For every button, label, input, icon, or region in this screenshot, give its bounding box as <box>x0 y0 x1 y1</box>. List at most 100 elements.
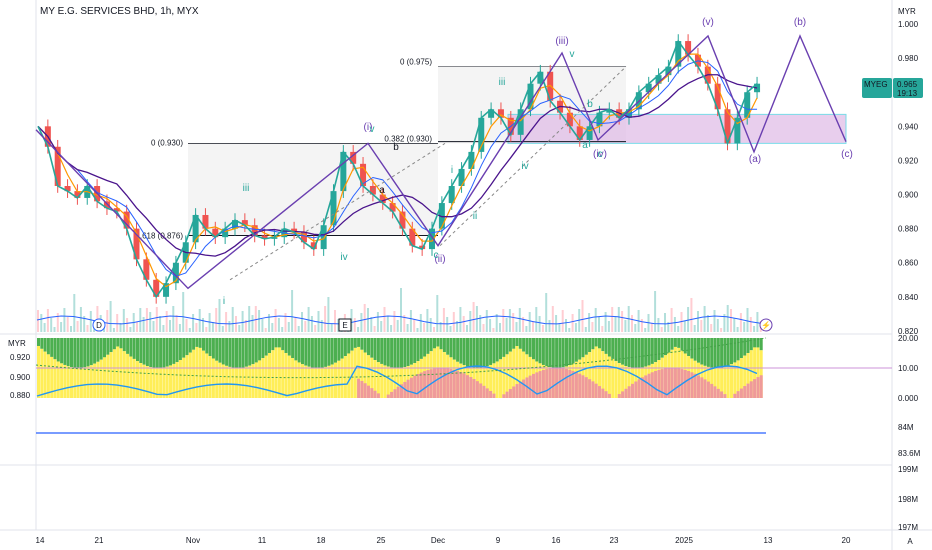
volume-bar <box>614 316 617 332</box>
osc-bar <box>723 366 727 398</box>
osc-bar <box>268 338 271 354</box>
osc-bar <box>644 338 648 367</box>
osc-bar <box>380 363 384 398</box>
x-tick-label: 13 <box>764 536 773 545</box>
volume-bar <box>155 307 158 332</box>
osc-bar <box>251 338 255 365</box>
osc-bar <box>192 338 196 350</box>
osc-bar <box>492 363 496 398</box>
osc-bar <box>584 354 588 398</box>
volume-bar <box>664 313 666 332</box>
osc-bar <box>574 372 578 398</box>
corner-label: A <box>907 537 913 546</box>
osc-bar <box>670 368 674 398</box>
volume-bar <box>720 328 723 332</box>
volume-bar <box>413 319 416 332</box>
osc-bar <box>584 338 588 355</box>
volume-bar <box>261 319 264 332</box>
volume-bar <box>436 295 439 332</box>
volume-bar <box>753 326 756 332</box>
osc-bar <box>532 338 535 360</box>
candle-body <box>409 228 416 246</box>
volume-bar <box>337 319 340 332</box>
osc-bar <box>753 338 757 348</box>
osc-bar <box>126 353 130 398</box>
volume-bar <box>46 309 49 332</box>
candle-body <box>389 203 396 212</box>
osc-bar <box>730 364 733 398</box>
candle-body <box>310 242 317 250</box>
candle-body <box>241 220 248 226</box>
candle-body <box>360 163 367 186</box>
osc-bar <box>739 358 743 398</box>
pane3-tick: 83.6M <box>898 449 921 458</box>
osc-bar <box>231 367 235 398</box>
candle-body <box>133 228 140 260</box>
volume-bar <box>165 311 168 332</box>
osc-bar <box>83 367 87 398</box>
osc-bar <box>152 338 156 368</box>
osc-bar <box>409 377 413 398</box>
osc-bar <box>205 353 209 398</box>
osc-bar <box>756 347 760 398</box>
volume-bar <box>416 328 419 332</box>
osc-bar <box>502 338 506 357</box>
volume-ma <box>36 315 764 325</box>
osc-bar <box>495 361 499 398</box>
osc-bar <box>439 338 443 350</box>
osc-left-tick: 0.900 <box>10 373 31 382</box>
osc-bar <box>541 338 545 365</box>
osc-bar <box>353 347 357 398</box>
volume-bar <box>538 316 541 332</box>
volume-bar <box>244 320 247 332</box>
osc-bar <box>449 368 453 398</box>
wave-label: iv <box>521 161 528 172</box>
osc-bar <box>548 368 552 398</box>
osc-bar <box>489 390 493 398</box>
osc-bar <box>746 338 750 354</box>
candle-body <box>291 228 298 233</box>
candle-body <box>54 146 61 186</box>
candle-body <box>330 191 337 226</box>
osc-bar <box>287 338 291 356</box>
volume-bar <box>89 311 92 332</box>
volume-bar <box>439 322 442 332</box>
osc-bar <box>337 360 341 398</box>
osc-tick: 0.000 <box>898 394 919 403</box>
osc-bar <box>515 346 519 398</box>
osc-bar <box>218 338 222 363</box>
osc-bar <box>664 368 667 398</box>
osc-bar <box>274 347 278 398</box>
volume-bar <box>162 325 165 332</box>
volume-bar <box>505 318 508 332</box>
osc-bar <box>601 351 605 398</box>
volume-bar <box>215 308 218 332</box>
candle-body <box>645 83 652 93</box>
volume-bar <box>565 319 567 332</box>
volume-bar <box>386 316 389 332</box>
osc-bar <box>475 381 479 398</box>
osc-bar <box>291 338 295 359</box>
osc-bar <box>759 375 763 398</box>
volume-bar <box>86 325 89 332</box>
osc-bar <box>660 369 664 398</box>
x-tick-label: 25 <box>377 536 386 545</box>
volume-bar <box>37 310 39 332</box>
osc-bar <box>726 338 730 366</box>
osc-bar <box>324 338 328 367</box>
volume-bar <box>314 325 317 332</box>
volume-bar <box>185 319 188 332</box>
volume-bar <box>469 311 472 332</box>
osc-bar <box>73 338 77 368</box>
volume-bar <box>726 305 729 332</box>
osc-bar <box>495 338 499 362</box>
osc-bar <box>743 338 747 356</box>
currency-label: MYR <box>898 7 916 16</box>
osc-bar <box>76 338 80 368</box>
osc-bar <box>746 383 750 398</box>
osc-bar <box>390 391 394 398</box>
osc-bar <box>264 338 268 356</box>
osc-bar <box>337 338 341 361</box>
volume-bar <box>733 318 736 332</box>
